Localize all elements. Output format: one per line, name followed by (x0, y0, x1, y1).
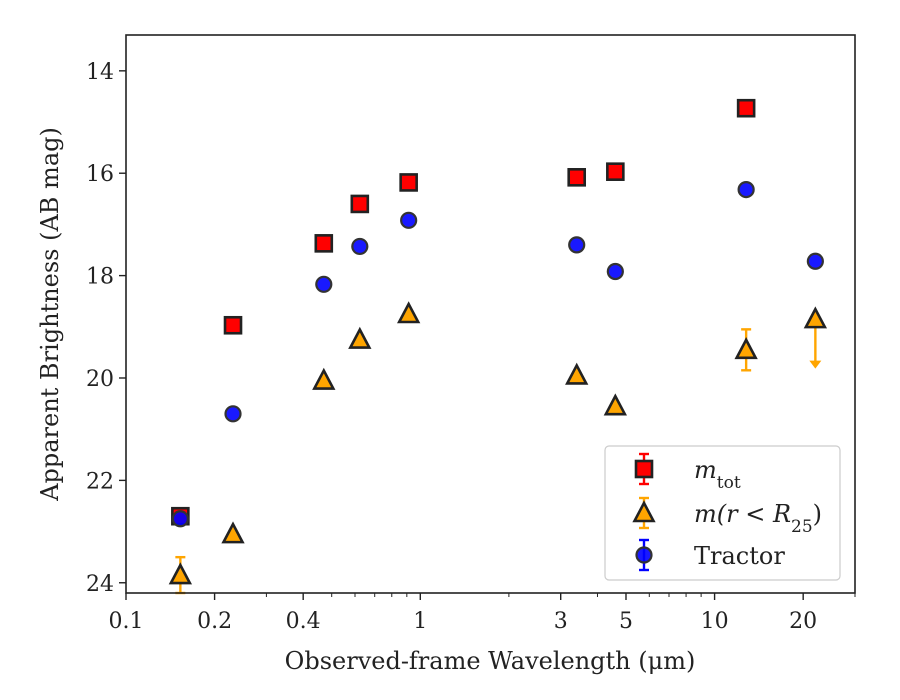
data-point-circle (806, 252, 824, 270)
legend-label-main: m (694, 456, 717, 484)
y-tick-label: 14 (86, 60, 114, 85)
data-point-square (606, 162, 625, 181)
data-point-triangle (348, 326, 372, 349)
x-tick-label: 3 (554, 609, 568, 634)
x-tick-label: 0.2 (197, 609, 232, 634)
data-point-circle (606, 262, 624, 281)
x-axis-label: Observed-frame Wavelength (μm) (285, 647, 696, 675)
legend-marker-square (634, 459, 654, 479)
data-point-circle (737, 181, 755, 199)
x-axis-ticks: 0.1 0.2 0.4 1 3 5 10 20 (109, 593, 856, 634)
series-triangle (168, 301, 828, 595)
y-tick-label: 22 (86, 469, 114, 494)
data-point-circle (568, 236, 586, 254)
data-point-triangle (803, 306, 828, 329)
data-point-circle (351, 237, 369, 256)
series-circle (171, 181, 824, 528)
x-tick-label: 5 (619, 609, 633, 634)
data-point-circle (224, 405, 242, 423)
data-point-triangle (168, 562, 193, 585)
data-point-square (567, 168, 587, 187)
legend-box (604, 445, 841, 581)
data-point-square (399, 173, 418, 192)
data-point-triangle (734, 337, 758, 360)
x-tick-label: 20 (789, 609, 817, 634)
data-point-triangle (603, 393, 627, 416)
data-points (168, 98, 828, 595)
legend-label-sub: tot (717, 473, 741, 493)
legend-label-main: Tractor (694, 542, 785, 570)
x-tick-label: 1 (413, 609, 427, 634)
legend: mtot m(r < R25) Tractor (604, 445, 841, 581)
data-point-square (314, 234, 334, 253)
x-tick-label: 0.1 (109, 609, 144, 634)
data-point-circle (171, 510, 189, 528)
data-point-circle (400, 211, 418, 229)
y-axis-label: Apparent Brightness (AB mag) (36, 127, 64, 502)
legend-label-tail: ) (813, 500, 822, 528)
legend-label: mtot (694, 456, 741, 493)
y-tick-label: 24 (86, 572, 114, 597)
y-tick-label: 20 (86, 367, 114, 392)
data-point-square (736, 98, 756, 118)
data-point-triangle (312, 367, 336, 390)
legend-label: m(r < R25) (694, 500, 822, 537)
y-tick-label: 16 (86, 162, 114, 187)
y-tick-label: 18 (86, 265, 114, 290)
y-axis-ticks: 14 16 18 20 22 24 (86, 60, 126, 597)
legend-label-main: m(r < R (694, 500, 791, 528)
data-point-square (350, 194, 370, 214)
data-point-circle (315, 275, 333, 293)
legend-label-sub: 25 (791, 517, 813, 537)
data-point-square (223, 315, 243, 335)
data-point-triangle (397, 301, 421, 324)
data-point-triangle (221, 521, 245, 544)
data-point-triangle (565, 362, 589, 385)
legend-marker-triangle (632, 500, 656, 523)
legend-marker-circle (635, 546, 653, 564)
upper-limit-arrowhead (809, 360, 822, 369)
plot-frame (125, 34, 856, 594)
x-tick-label: 10 (701, 609, 729, 634)
legend-label: Tractor (694, 542, 785, 570)
x-tick-label: 0.4 (286, 609, 321, 634)
